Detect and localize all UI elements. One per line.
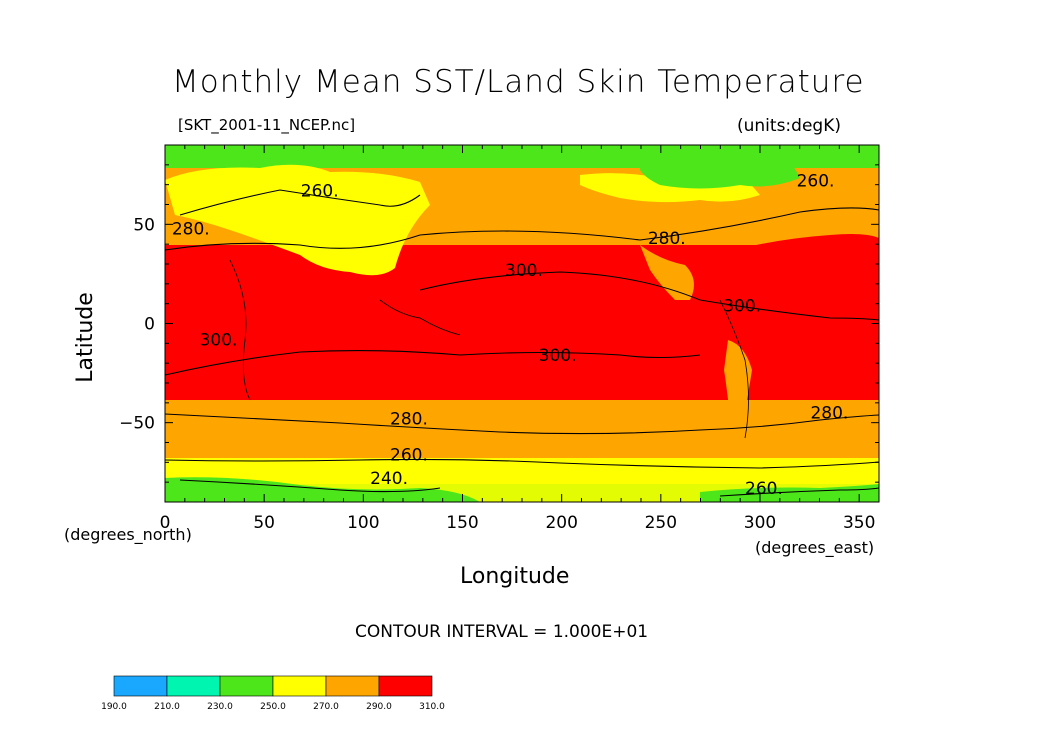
contour-label: 280.	[172, 219, 210, 239]
x-tick-label: 50	[253, 513, 275, 533]
contour-300-south	[164, 350, 701, 376]
contour-260-south	[164, 458, 880, 469]
contour-label: 260.	[745, 479, 783, 499]
colorbar-level-label: 270.0	[313, 702, 339, 712]
coastline-south-america	[719, 299, 749, 439]
contour-label: 280.	[810, 404, 848, 424]
contour-label: 280.	[648, 229, 686, 249]
contour-label: 280.	[390, 410, 428, 430]
contour-label: 300.	[723, 297, 761, 317]
contour-300-north	[419, 271, 880, 321]
chart-title: Monthly Mean SST/Land Skin Temperature	[172, 64, 865, 100]
contour-240-south	[179, 479, 441, 493]
source-file-label: [SKT_2001-11_NCEP.nc]	[178, 116, 356, 134]
x-tick-label: 100	[347, 513, 379, 533]
coastline-indonesia	[379, 299, 461, 336]
colorbar-swatch	[325, 675, 380, 697]
colorbar-level-label: 210.0	[154, 702, 180, 712]
colorbar-level-label: 230.0	[207, 702, 233, 712]
orange-region-andes	[724, 340, 752, 434]
red-region-north-atlantic	[700, 234, 879, 305]
x-tick-label: 0	[160, 513, 171, 533]
colorbar-swatch	[113, 675, 168, 697]
contour-280-north	[164, 207, 880, 251]
colorbar-level-label: 310.0	[419, 702, 445, 712]
contour-280-south	[164, 413, 880, 435]
y-tick-label: 50	[133, 215, 155, 235]
y-axis-tick-labels: 50 0 −50	[119, 215, 155, 433]
colorbar-level-label: 190.0	[101, 702, 127, 712]
x-axis-units: (degrees_east)	[755, 538, 875, 557]
contour-label: 300.	[505, 261, 543, 281]
contour-260-ant	[719, 487, 880, 497]
map-field: 260. 280. 280. 300. 300. 300. 300. 280. 280. 260.…	[164, 144, 880, 503]
x-axis-title: Longitude	[460, 564, 570, 589]
x-tick-label: 250	[645, 513, 677, 533]
colorbar: 190.0 210.0 230.0 250.0 270.0 290.0 310.0	[101, 675, 445, 712]
y-tick-label: −50	[119, 414, 155, 434]
zone-south-orange	[165, 400, 879, 460]
contour-label: 300.	[200, 330, 238, 350]
colorbar-swatch	[272, 675, 327, 697]
y-axis-units: (degrees_north)	[64, 525, 192, 544]
coastline-africa	[229, 259, 251, 401]
x-tick-label: 150	[446, 513, 478, 533]
units-label: (units:degK)	[737, 116, 841, 136]
contour-interval-label: CONTOUR INTERVAL = 1.000E+01	[355, 622, 649, 642]
contour-label: 260.	[301, 182, 339, 202]
orange-region-west-atlantic	[640, 245, 694, 300]
contour-label: 240.	[370, 469, 408, 489]
colorbar-swatch	[219, 675, 274, 697]
x-axis-tick-labels: 0 50 100 150 200 250 300 350	[160, 513, 876, 533]
contour-label: 260.	[797, 172, 835, 192]
x-tick-label: 300	[744, 513, 776, 533]
axis-ticks	[164, 145, 879, 502]
contour-260-north	[179, 189, 421, 216]
colorbar-swatch	[378, 675, 433, 697]
colorbar-level-label: 290.0	[366, 702, 392, 712]
colorbar-level-label: 250.0	[260, 702, 286, 712]
x-tick-label: 350	[843, 513, 875, 533]
colorbar-swatch	[166, 675, 221, 697]
contour-labels: 260. 280. 280. 300. 300. 300. 300. 280. 280. 260.…	[172, 172, 848, 499]
contour-label: 260.	[390, 445, 428, 465]
x-tick-label: 200	[545, 513, 577, 533]
green-region-greenland	[640, 153, 800, 189]
y-tick-label: 0	[144, 315, 155, 335]
contour-label: 300.	[539, 346, 577, 366]
green-region-antarctica-east	[700, 484, 879, 502]
